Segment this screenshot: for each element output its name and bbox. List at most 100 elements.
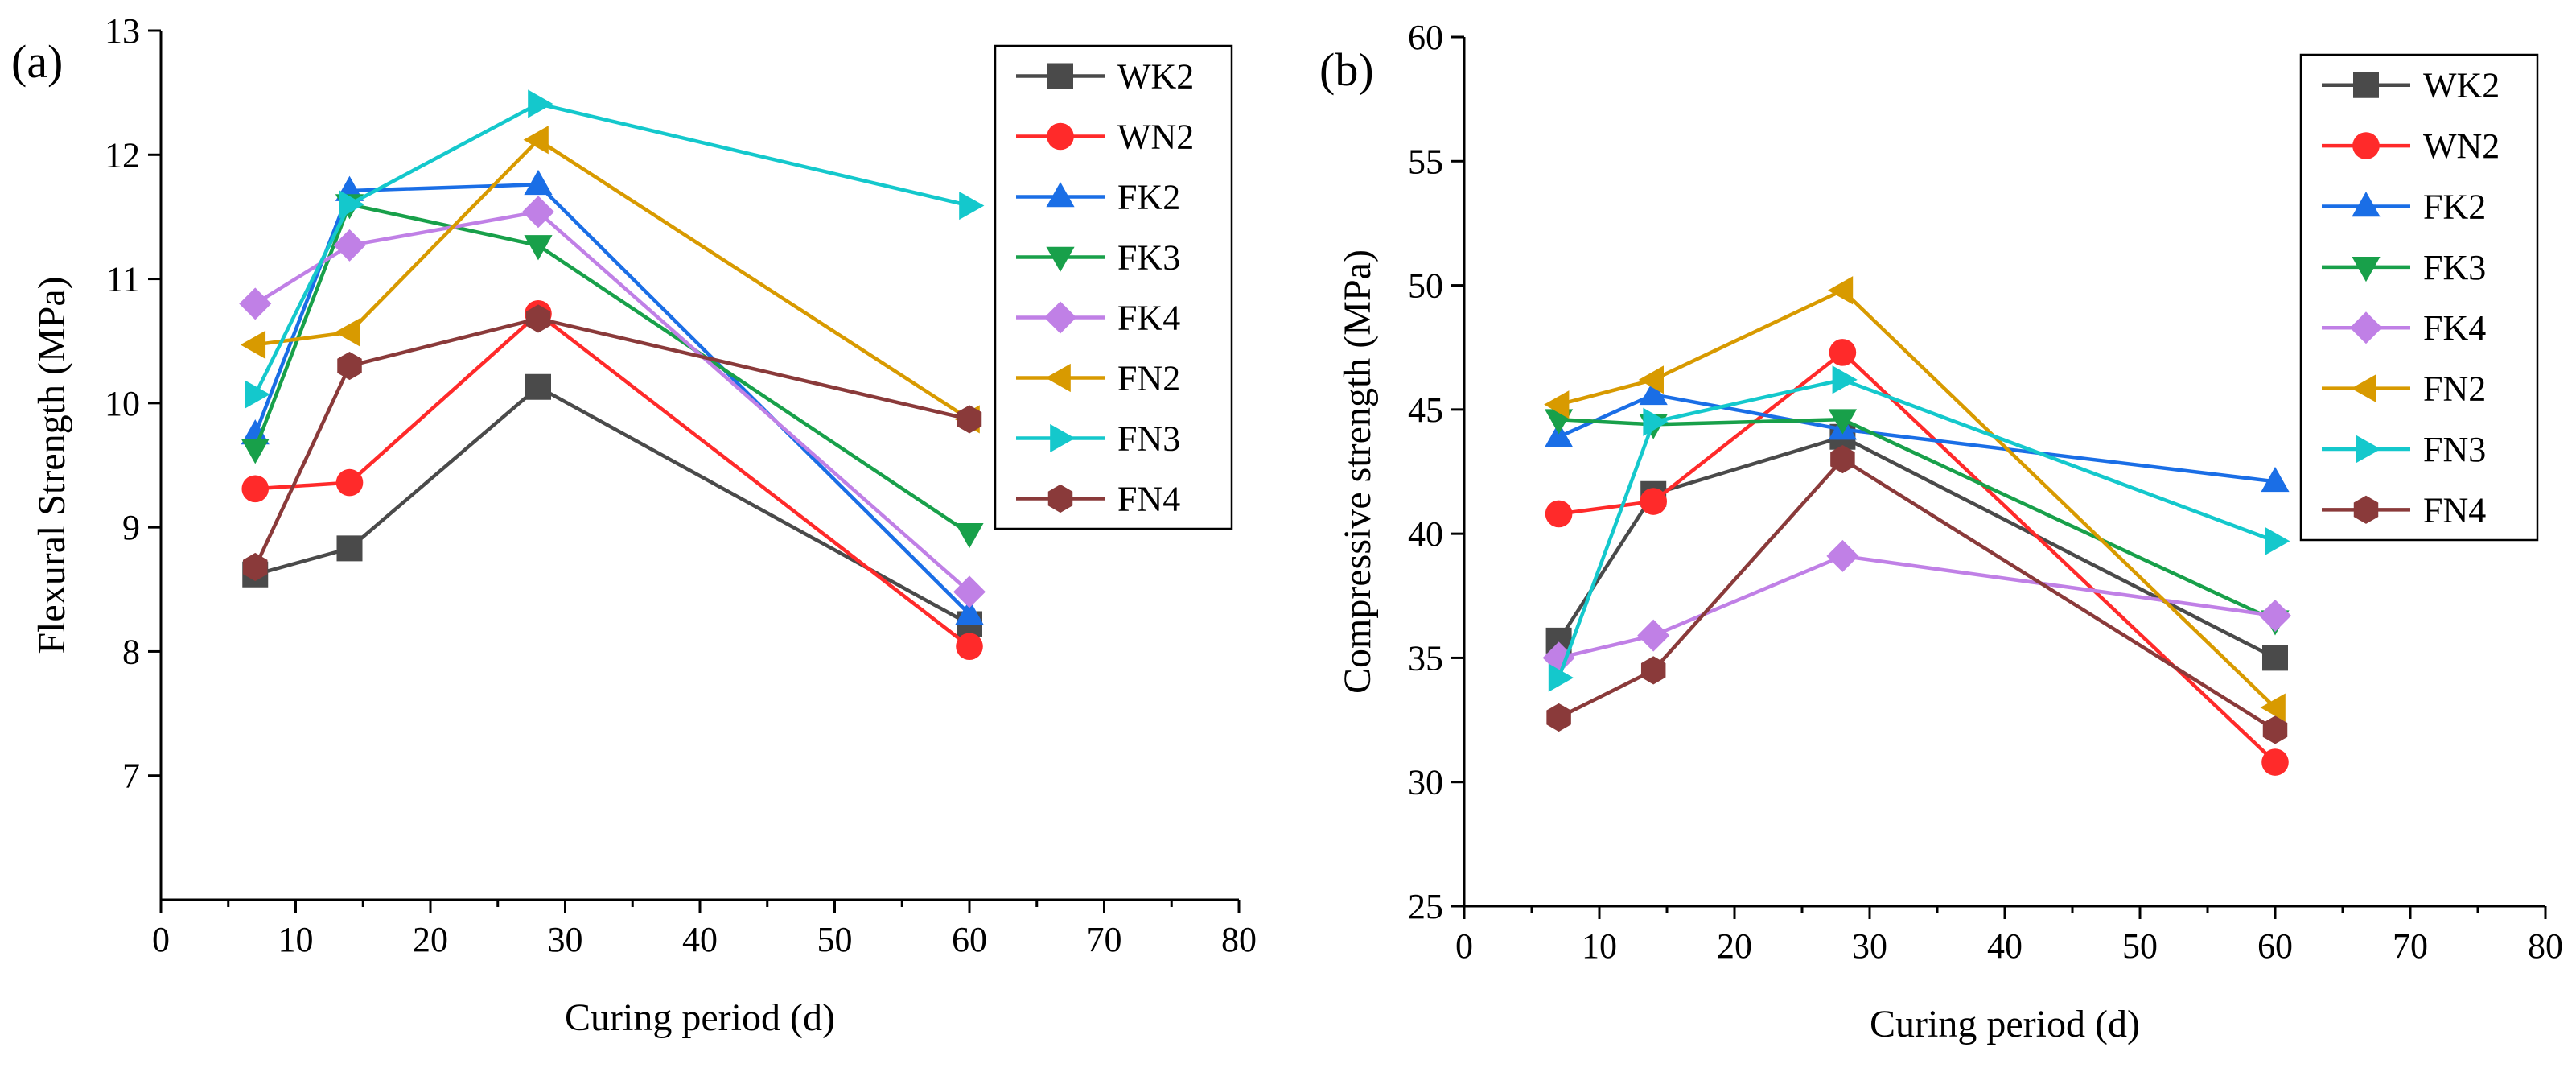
legend-label: FK4 (2423, 308, 2486, 348)
legend-label: FK4 (1117, 299, 1180, 338)
legend-label: FK2 (1117, 178, 1180, 217)
y-axis-title: Flexural Strength (MPa) (31, 276, 73, 654)
legend-swatch-marker (2352, 132, 2380, 159)
data-point (1548, 663, 1574, 692)
y-tick-label: 40 (1408, 514, 1443, 554)
data-point (524, 169, 553, 196)
data-point (1828, 409, 1857, 435)
legend-swatch-marker (1047, 122, 1074, 151)
legend-swatch-marker (1045, 363, 1071, 393)
series-fk4 (239, 196, 986, 608)
x-tick-label: 60 (952, 920, 987, 959)
series-line (253, 316, 970, 568)
data-point (1637, 619, 1670, 652)
legend-label: FN2 (1117, 359, 1180, 398)
series-wn2 (1545, 339, 2289, 776)
data-point (525, 304, 551, 333)
data-point (2262, 645, 2288, 671)
legend-label: FN2 (2423, 369, 2486, 409)
legend-box (2299, 53, 2539, 542)
data-point (1544, 390, 1570, 419)
x-tick-label: 40 (1987, 926, 2023, 966)
legend-swatch-marker (1044, 301, 1076, 334)
x-tick-label: 80 (1221, 920, 1257, 959)
data-point (1832, 365, 1858, 394)
data-point (2260, 693, 2286, 722)
legend-label: FN4 (1117, 480, 1180, 519)
data-point (336, 535, 363, 562)
x-tick-label: 20 (413, 920, 448, 959)
data-point (240, 330, 266, 359)
panel-b-compressive-chart: 0 10 20 30 40 50 60 70 80 25 30 35 40 45 50 55 60 Curing … (1319, 18, 2563, 1045)
data-point (1828, 276, 1854, 305)
x-tick-label: 20 (1717, 926, 1752, 966)
series-line (1558, 417, 2276, 623)
legend-label: WK2 (1117, 57, 1194, 97)
x-tick-label: 10 (278, 920, 314, 959)
y-tick-label: 11 (106, 260, 140, 299)
data-point (2259, 599, 2291, 632)
x-axis-title: Curing period (d) (565, 996, 835, 1039)
data-point (959, 191, 985, 221)
data-point (525, 373, 551, 400)
x-tick-label: 70 (2393, 926, 2428, 966)
series-fn3 (245, 89, 985, 409)
panel-label: (a) (11, 35, 63, 88)
series-fn4 (1546, 444, 2288, 744)
data-point (333, 229, 366, 262)
data-point (1545, 422, 1574, 447)
data-point (1545, 627, 1572, 654)
series-wk2 (1545, 423, 2288, 671)
legend-label: FN3 (1117, 419, 1180, 459)
legend-swatch-marker (1046, 182, 1075, 208)
data-point (1546, 703, 1571, 732)
data-point (245, 380, 270, 409)
x-tick-label: 60 (2257, 926, 2293, 966)
data-point (335, 468, 364, 497)
series-fk2 (1545, 379, 2290, 493)
y-tick-label: 9 (122, 508, 140, 547)
legend-swatch-marker (2353, 72, 2379, 98)
y-tick-label: 7 (122, 757, 140, 796)
legend-swatch-marker (1046, 246, 1075, 272)
legend: WK2 WN2 FK2 FK3 FK4 FN2 FN3 FN4 (994, 44, 1233, 530)
legend-box (994, 44, 1233, 530)
y-tick-label: 25 (1408, 887, 1443, 926)
series-line (253, 183, 971, 616)
series-line (255, 138, 971, 421)
y-tick-label: 35 (1408, 638, 1443, 678)
series-fn3 (1548, 365, 2290, 692)
data-point (957, 405, 982, 434)
series-fk4 (1542, 539, 2291, 674)
data-point (956, 633, 983, 661)
data-point (1638, 365, 1664, 394)
data-point (1640, 656, 1666, 685)
data-point (2262, 715, 2288, 744)
data-point (243, 552, 268, 582)
x-axis-title: Curing period (d) (1870, 1003, 2140, 1045)
legend-label: FK2 (2423, 187, 2486, 226)
data-point (1640, 488, 1667, 515)
y-tick-label: 12 (105, 135, 140, 175)
x-tick-label: 70 (1087, 920, 1122, 959)
data-point (1545, 500, 1573, 528)
series-line (253, 202, 971, 535)
x-tick-label: 50 (817, 920, 853, 959)
legend-swatch-marker (2351, 373, 2376, 403)
x-tick-label: 30 (548, 920, 583, 959)
legend-swatch-marker (2350, 311, 2382, 344)
legend-label: FN4 (2423, 490, 2486, 530)
series-fk2 (241, 169, 984, 625)
panel-label: (b) (1319, 43, 1374, 96)
series-line (1557, 435, 2277, 660)
series-line (1558, 350, 2277, 764)
data-point (241, 475, 270, 503)
data-point (337, 351, 362, 381)
data-point (1826, 539, 1859, 572)
x-tick-label: 40 (682, 920, 718, 959)
data-point (339, 190, 364, 219)
data-point (953, 575, 986, 608)
data-point (955, 523, 984, 549)
y-tick-label: 13 (105, 11, 140, 51)
